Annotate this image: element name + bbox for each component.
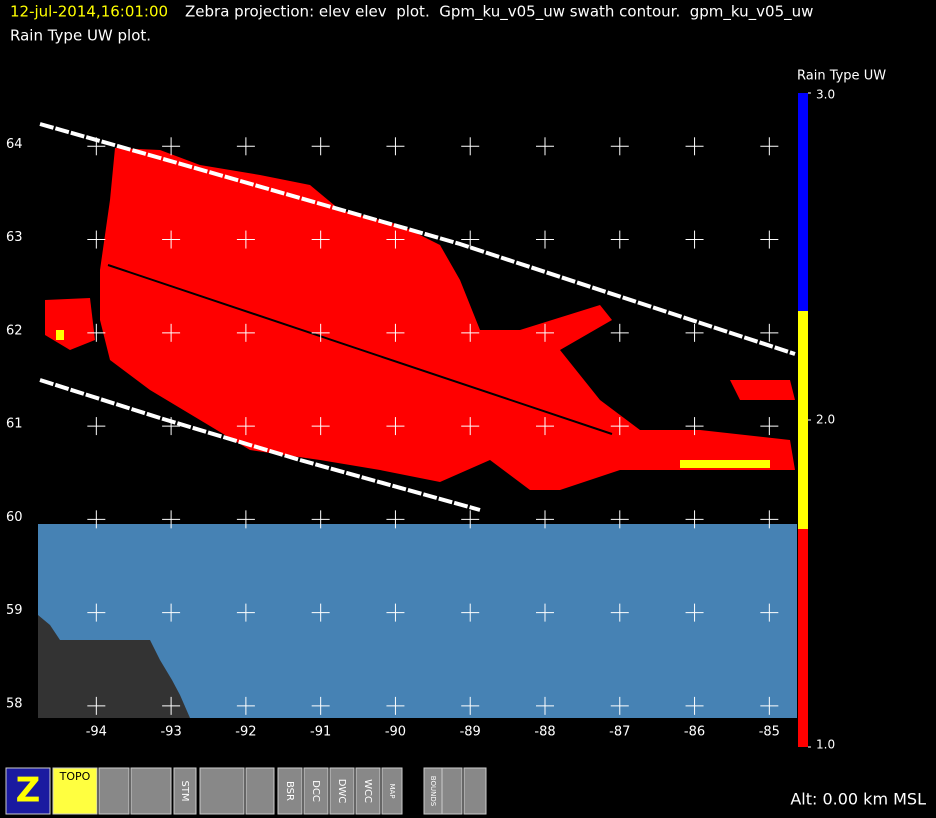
toolbar-button[interactable] (441, 767, 463, 815)
rain-patch (680, 460, 770, 468)
toolbar-button[interactable] (199, 767, 245, 815)
toolbar-button[interactable]: WCC (355, 767, 381, 815)
colorbar-tick-label: 2.0 (816, 413, 835, 427)
x-tick-label: -93 (160, 725, 181, 740)
toolbar-button[interactable]: Z (5, 767, 51, 815)
x-tick-label: -90 (385, 725, 406, 740)
toolbar-button-face (52, 767, 98, 815)
toolbar-label: DWC (336, 779, 347, 804)
toolbar-label: TOPO (59, 770, 91, 783)
y-tick-label: 64 (6, 137, 23, 152)
toolbar-button[interactable] (130, 767, 172, 815)
toolbar-button[interactable] (98, 767, 130, 815)
colorbar-tick-label: 1.0 (816, 738, 835, 752)
toolbar-button[interactable]: DWC (329, 767, 355, 815)
colorbar-title: Rain Type UW (797, 69, 886, 84)
x-tick-label: -87 (609, 725, 630, 740)
toolbar-button-face (173, 767, 197, 815)
x-tick-label: -85 (759, 725, 780, 740)
toolbar-button-face (329, 767, 355, 815)
toolbar-button-face (355, 767, 381, 815)
colorbar-segment (798, 93, 808, 311)
rain-patch (56, 330, 64, 340)
toolbar-label: MAP (388, 783, 396, 798)
toolbar-label: STM (179, 780, 190, 801)
toolbar-label: BSR (284, 781, 295, 801)
x-tick-label: -92 (235, 725, 256, 740)
x-tick-label: -94 (86, 725, 107, 740)
toolbar-button[interactable]: BOUNDS (423, 767, 443, 815)
track-line (107, 264, 613, 435)
title-line: Zebra projection: elev elev plot. Gpm_ku… (185, 3, 813, 22)
swath-edge (39, 122, 796, 356)
toolbar-button[interactable]: BSR (277, 767, 303, 815)
toolbar-button[interactable] (463, 767, 487, 815)
y-tick-label: 58 (6, 696, 23, 711)
colorbar-tick-label: 3.0 (816, 88, 835, 102)
y-tick-label: 59 (6, 603, 23, 618)
x-tick-label: -91 (310, 725, 331, 740)
toolbar-button[interactable] (245, 767, 275, 815)
toolbar-label: BOUNDS (429, 776, 437, 807)
toolbar-button[interactable]: STM (173, 767, 197, 815)
y-tick-label: 61 (6, 417, 23, 432)
colorbar-segment (798, 529, 808, 747)
swath-edge (39, 378, 481, 512)
toolbar-label: DCC (310, 780, 321, 802)
rain-area (730, 380, 795, 400)
toolbar-button-face (303, 767, 329, 815)
toolbar-button-face (5, 767, 51, 815)
toolbar-button-face (423, 767, 443, 815)
toolbar-button-face (381, 767, 403, 815)
toolbar-button[interactable]: MAP (381, 767, 403, 815)
x-tick-label: -86 (684, 725, 705, 740)
rain-area (100, 148, 795, 490)
toolbar-button-face (277, 767, 303, 815)
toolbar-button[interactable]: TOPO (52, 767, 98, 815)
land (38, 615, 190, 718)
altitude-label: Alt: 0.00 km MSL (790, 790, 926, 809)
y-tick-label: 62 (6, 323, 23, 338)
x-tick-label: -89 (460, 725, 481, 740)
toolbar-button[interactable]: DCC (303, 767, 329, 815)
x-tick-label: -88 (534, 725, 555, 740)
title-line: Rain Type UW plot. (10, 27, 151, 45)
colorbar-segment (798, 311, 808, 529)
y-tick-label: 60 (6, 510, 23, 525)
time-stamp: 12-jul-2014,16:01:00 (10, 3, 168, 21)
toolbar-label: WCC (362, 779, 373, 803)
y-tick-label: 63 (6, 230, 23, 245)
toolbar-label: Z (16, 771, 41, 811)
map-area (38, 95, 797, 718)
